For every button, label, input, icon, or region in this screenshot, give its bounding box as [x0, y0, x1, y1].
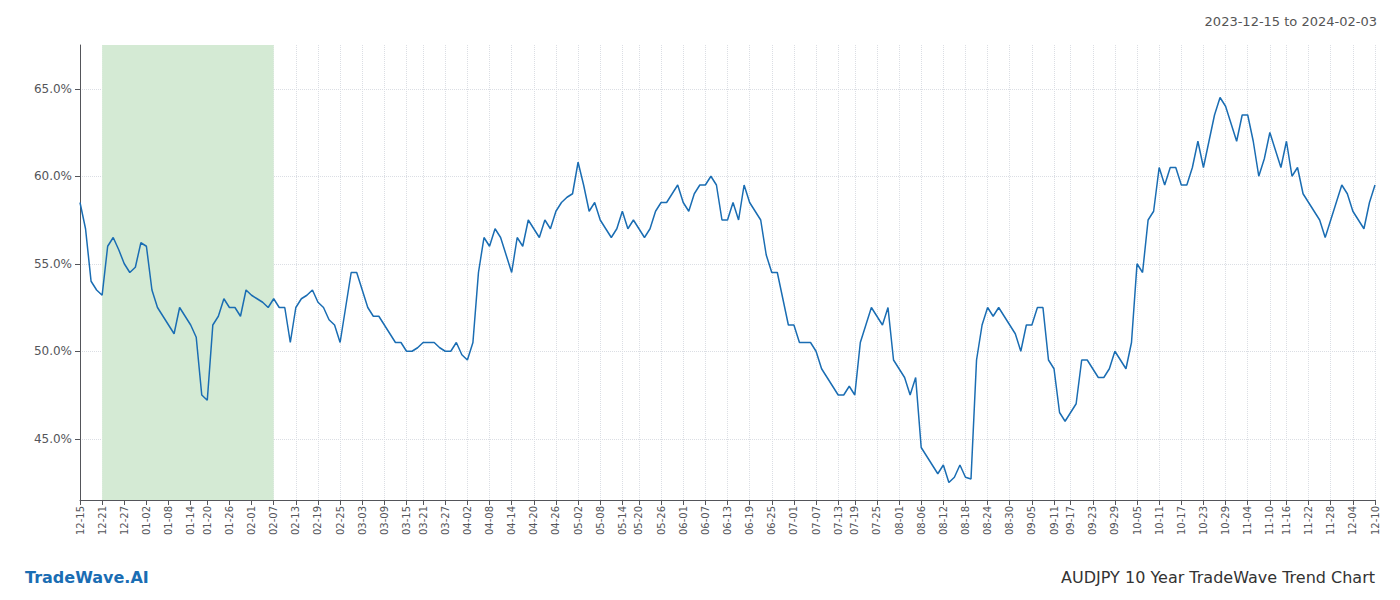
svg-text:60.0%: 60.0% [34, 169, 72, 183]
svg-text:05-14: 05-14 [617, 506, 628, 535]
svg-text:11-16: 11-16 [1281, 506, 1292, 535]
svg-text:07-01: 07-01 [788, 506, 799, 535]
svg-text:07-07: 07-07 [811, 506, 822, 535]
svg-text:08-24: 08-24 [982, 506, 993, 535]
svg-text:AUDJPY 10 Year TradeWave Trend: AUDJPY 10 Year TradeWave Trend Chart [1061, 568, 1375, 587]
svg-text:09-29: 09-29 [1109, 506, 1120, 535]
svg-text:55.0%: 55.0% [34, 257, 72, 271]
svg-text:04-26: 04-26 [550, 506, 561, 535]
svg-text:06-07: 06-07 [700, 506, 711, 535]
svg-text:04-08: 04-08 [484, 506, 495, 535]
svg-text:08-18: 08-18 [960, 506, 971, 535]
svg-text:09-11: 09-11 [1049, 506, 1060, 535]
svg-text:04-02: 04-02 [462, 506, 473, 535]
svg-text:03-21: 03-21 [418, 506, 429, 535]
svg-text:01-14: 01-14 [185, 506, 196, 535]
svg-text:07-13: 07-13 [833, 506, 844, 535]
svg-text:03-09: 03-09 [379, 506, 390, 535]
svg-text:08-06: 08-06 [916, 506, 927, 535]
svg-text:02-01: 02-01 [246, 506, 257, 535]
svg-text:05-08: 05-08 [595, 506, 606, 535]
svg-text:05-26: 05-26 [656, 506, 667, 535]
svg-text:01-08: 01-08 [163, 506, 174, 535]
svg-text:01-02: 01-02 [141, 506, 152, 535]
svg-text:01-20: 01-20 [202, 506, 213, 535]
svg-text:08-12: 08-12 [938, 506, 949, 535]
svg-text:10-17: 10-17 [1176, 506, 1187, 535]
svg-text:11-22: 11-22 [1303, 506, 1314, 535]
svg-text:12-04: 12-04 [1347, 506, 1358, 535]
svg-text:02-13: 02-13 [290, 506, 301, 535]
svg-text:12-10: 12-10 [1370, 506, 1381, 535]
svg-text:12-21: 12-21 [97, 506, 108, 535]
svg-text:05-02: 05-02 [573, 506, 584, 535]
svg-text:10-29: 10-29 [1220, 506, 1231, 535]
svg-text:TradeWave.AI: TradeWave.AI [25, 568, 149, 587]
svg-text:06-13: 06-13 [722, 506, 733, 535]
svg-text:08-01: 08-01 [894, 506, 905, 535]
svg-text:12-27: 12-27 [119, 506, 130, 535]
svg-text:07-25: 07-25 [871, 506, 882, 535]
svg-text:04-14: 04-14 [506, 506, 517, 535]
svg-text:09-17: 09-17 [1065, 506, 1076, 535]
svg-text:11-28: 11-28 [1325, 506, 1336, 535]
svg-text:03-27: 03-27 [440, 506, 451, 535]
svg-text:10-11: 10-11 [1154, 506, 1165, 535]
svg-text:10-23: 10-23 [1198, 506, 1209, 535]
svg-text:02-19: 02-19 [312, 506, 323, 535]
svg-text:12-15: 12-15 [75, 506, 86, 535]
svg-text:01-26: 01-26 [224, 506, 235, 535]
svg-text:2023-12-15 to 2024-02-03: 2023-12-15 to 2024-02-03 [1205, 14, 1377, 29]
svg-text:10-05: 10-05 [1132, 506, 1143, 535]
svg-text:02-25: 02-25 [335, 506, 346, 535]
svg-text:05-20: 05-20 [633, 506, 644, 535]
svg-text:08-30: 08-30 [1004, 506, 1015, 535]
svg-text:07-19: 07-19 [849, 506, 860, 535]
svg-text:06-19: 06-19 [744, 506, 755, 535]
svg-text:65.0%: 65.0% [34, 82, 72, 96]
svg-text:09-05: 09-05 [1026, 506, 1037, 535]
svg-text:02-07: 02-07 [268, 506, 279, 535]
svg-text:50.0%: 50.0% [34, 344, 72, 358]
svg-text:45.0%: 45.0% [34, 432, 72, 446]
svg-text:11-10: 11-10 [1264, 506, 1275, 535]
svg-text:11-04: 11-04 [1242, 506, 1253, 535]
svg-text:03-15: 03-15 [401, 506, 412, 535]
svg-text:04-20: 04-20 [528, 506, 539, 535]
svg-text:09-23: 09-23 [1087, 506, 1098, 535]
svg-text:03-03: 03-03 [357, 506, 368, 535]
svg-text:06-01: 06-01 [678, 506, 689, 535]
svg-text:06-25: 06-25 [766, 506, 777, 535]
